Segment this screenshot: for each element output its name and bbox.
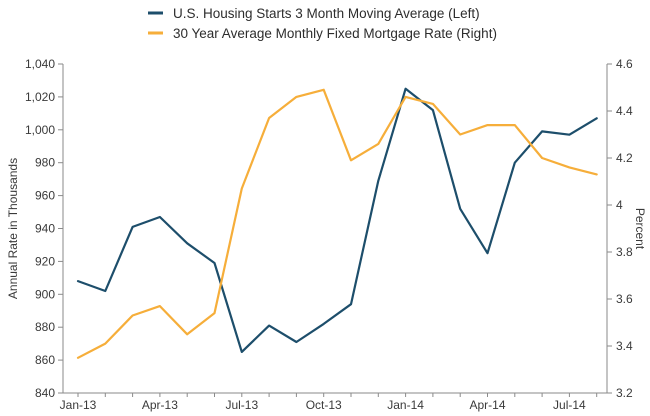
right-tick-label: 4.6 — [616, 57, 633, 71]
housing-starts-line — [76, 87, 598, 353]
left-tick-label: 960 — [35, 189, 55, 203]
right-tick-label: 3.8 — [616, 245, 633, 259]
left-tick-label: 840 — [35, 386, 55, 400]
x-tick-label: Apr-13 — [142, 398, 178, 412]
x-tick-label: Jan-13 — [60, 398, 97, 412]
left-tick-label: 920 — [35, 254, 55, 268]
x-tick-label: Jul-14 — [553, 398, 586, 412]
right-tick-label: 4.2 — [616, 151, 633, 165]
right-tick-label: 4.4 — [616, 104, 633, 118]
legend-label: 30 Year Average Monthly Fixed Mortgage R… — [173, 26, 497, 41]
right-axis-title: Percent — [633, 208, 647, 250]
mortgage-rate-line — [76, 88, 598, 359]
left-tick-label: 900 — [35, 287, 55, 301]
left-tick-label: 1,040 — [25, 57, 55, 71]
x-tick-label: Apr-14 — [469, 398, 505, 412]
x-tick-label: Jan-14 — [387, 398, 424, 412]
legend: U.S. Housing Starts 3 Month Moving Avera… — [148, 6, 497, 41]
left-axis-title: Annual Rate in Thousands — [6, 158, 20, 299]
left-tick-label: 860 — [35, 353, 55, 367]
right-tick-label: 3.6 — [616, 292, 633, 306]
x-tick-label: Jul-13 — [225, 398, 258, 412]
right-tick-label: 3.4 — [616, 339, 633, 353]
left-tick-label: 1,000 — [25, 123, 55, 137]
left-tick-label: 980 — [35, 156, 55, 170]
left-tick-label: 1,020 — [25, 90, 55, 104]
left-tick-label: 880 — [35, 320, 55, 334]
right-tick-label: 4 — [616, 198, 623, 212]
x-tick-label: Oct-13 — [306, 398, 342, 412]
left-tick-label: 940 — [35, 222, 55, 236]
legend-label: U.S. Housing Starts 3 Month Moving Avera… — [173, 6, 480, 21]
right-tick-label: 3.2 — [616, 386, 633, 400]
